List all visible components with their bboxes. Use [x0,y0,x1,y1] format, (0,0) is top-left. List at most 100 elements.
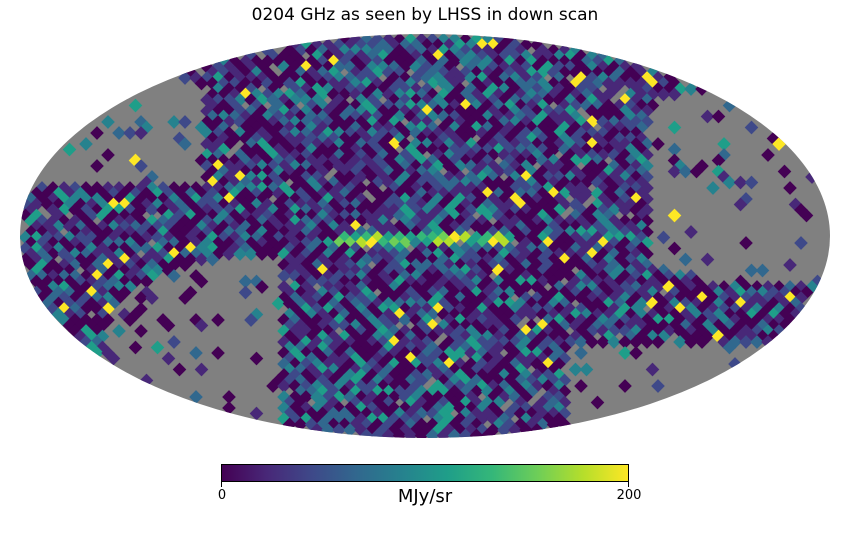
map-pixel [458,109,473,124]
map-pixel [90,258,104,272]
map-pixel [684,82,698,96]
map-pixel [447,76,462,91]
map-pixel [607,269,621,283]
map-pixel [436,76,451,91]
data-pixels [20,34,825,438]
map-pixel [601,296,616,311]
map-pixel [563,137,577,151]
map-pixel [535,329,550,344]
map-pixel [376,104,390,118]
map-pixel [563,225,577,239]
map-pixel [579,54,594,69]
map-pixel [546,43,561,58]
map-pixel [524,76,539,91]
map-pixel [574,93,588,107]
map-pixel [513,164,528,179]
map-pixel [332,93,346,107]
map-pixel [662,324,676,338]
map-pixel [585,236,599,250]
map-pixel [579,76,594,91]
map-pixel [629,93,643,107]
map-pixel [557,329,572,344]
map-pixel [739,302,753,316]
map-pixel [535,285,550,300]
map-pixel [612,76,627,91]
map-pixel [667,164,682,179]
map-pixel [585,291,599,305]
map-pixel [458,428,473,438]
map-pixel [255,104,269,118]
map-pixel [585,82,599,96]
map-pixel [513,43,528,58]
map-pixel [260,76,275,91]
map-pixel [634,164,649,179]
map-pixel [546,340,561,355]
map-pixel [546,307,561,322]
map-pixel [552,192,566,206]
map-pixel [618,170,632,184]
map-pixel [95,197,110,212]
map-pixel [612,164,627,179]
map-pixel [233,104,247,118]
map-pixel [629,258,643,272]
map-pixel [601,120,616,135]
map-pixel [277,93,291,107]
map-pixel [579,65,594,80]
map-pixel [293,109,308,124]
map-pixel [585,214,599,228]
map-pixel [68,181,82,195]
map-pixel [783,280,797,294]
map-pixel [491,87,506,102]
map-pixel [249,65,264,80]
map-pixel [519,412,533,426]
map-pixel [469,98,484,113]
map-pixel [68,280,82,294]
map-pixel [222,93,236,107]
map-pixel [552,93,566,107]
map-pixel [607,104,621,118]
map-pixel [304,65,319,80]
map-pixel [282,87,297,102]
map-pixel [128,98,143,113]
map-pixel [62,285,77,300]
map-pixel [640,236,654,250]
map-pixel [62,197,77,212]
map-pixel [431,60,445,74]
map-pixel [486,82,500,96]
map-pixel [579,175,594,190]
map-pixel [629,214,643,228]
map-pixel [673,324,687,338]
map-pixel [563,115,577,129]
map-pixel [722,329,737,344]
map-pixel [343,423,357,437]
map-pixel [601,65,616,80]
map-pixel [596,159,610,173]
map-pixel [62,230,77,245]
map-pixel [623,285,638,300]
map-pixel [579,120,594,135]
map-pixel [612,230,627,245]
map-pixel [502,87,517,102]
map-pixel [403,98,418,113]
map-pixel [678,307,693,322]
map-pixel [508,93,522,107]
map-pixel [266,379,280,393]
map-pixel [557,54,572,69]
map-pixel [244,71,258,85]
map-pixel [733,329,748,344]
map-pixel [557,219,572,234]
map-pixel [596,258,610,272]
map-pixel [95,296,110,311]
map-pixel [541,258,555,272]
map-pixel [442,82,456,96]
map-pixel [667,76,682,91]
map-pixel [255,280,269,294]
map-pixel [546,219,561,234]
map-pixel [354,104,368,118]
map-pixel [618,159,632,173]
map-pixel [145,203,159,217]
map-pixel [557,406,572,421]
map-pixel [706,280,720,294]
map-pixel [436,98,451,113]
map-pixel [766,285,781,300]
